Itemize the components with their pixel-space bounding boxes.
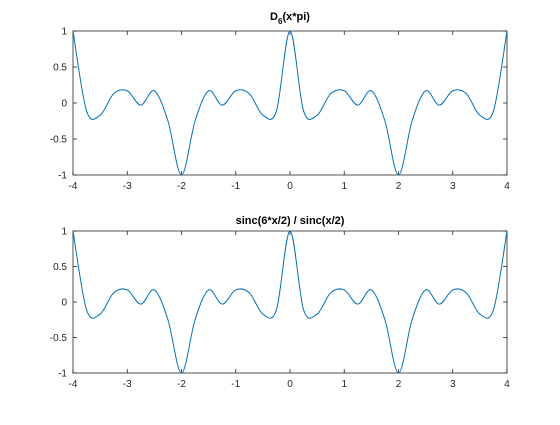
bottom-ytick-label: 0 bbox=[61, 298, 67, 309]
top-xtick-label: 4 bbox=[504, 181, 510, 192]
top-axes-ticks: -4 -3 -2 -1 0 1 2 3 4 -1 -0.5 0 0.5 1 bbox=[50, 27, 510, 193]
bottom-xtick-label: -1 bbox=[231, 379, 240, 390]
bottom-xtick-label: 0 bbox=[287, 379, 293, 390]
top-ytick-label: -0.5 bbox=[50, 135, 68, 146]
top-series-line bbox=[72, 30, 508, 176]
bottom-xtick-label: -3 bbox=[123, 379, 132, 390]
top-ytick-label: -1 bbox=[58, 171, 67, 182]
bottom-ytick-label: 0.5 bbox=[53, 262, 67, 273]
top-xtick-label: 1 bbox=[341, 181, 347, 192]
bottom-xtick-label: -2 bbox=[177, 379, 186, 390]
bottom-axes-ticks: -4 -3 -2 -1 0 1 2 3 4 -1 -0.5 0 0.5 1 bbox=[50, 227, 510, 391]
top-ytick-label: 1 bbox=[61, 27, 67, 38]
bottom-axes-box bbox=[72, 230, 508, 374]
bottom-ytick-label: -1 bbox=[58, 369, 67, 380]
bottom-axes: sinc(6*x/2) / sinc(x/2) -4 -3 -2 -1 0 1 2 3 4-1-… bbox=[50, 215, 510, 390]
bottom-xtick-label: 3 bbox=[450, 379, 456, 390]
top-axes: D6(x*pi) -4 -3 -2 -1 0 1 2 3 4 -1 -0.5 0 0.5 1 bbox=[50, 11, 510, 192]
bottom-xtick-label: -4 bbox=[69, 379, 78, 390]
bottom-chart-title: sinc(6*x/2) / sinc(x/2) bbox=[236, 215, 345, 227]
bottom-xtick-label: 4 bbox=[504, 379, 510, 390]
bottom-series-line bbox=[72, 230, 508, 374]
bottom-xtick-label: 2 bbox=[396, 379, 402, 390]
bottom-xtick-label: 1 bbox=[341, 379, 347, 390]
top-xtick-label: -4 bbox=[69, 181, 78, 192]
bottom-ytick-label: 1 bbox=[61, 227, 67, 238]
top-xtick-label: -3 bbox=[123, 181, 132, 192]
top-xtick-label: -1 bbox=[231, 181, 240, 192]
top-title-main: D bbox=[270, 11, 278, 23]
top-title-rest: (x*pi) bbox=[282, 11, 310, 23]
top-chart-title: D6(x*pi) bbox=[270, 11, 310, 26]
top-xtick-label: 0 bbox=[287, 181, 293, 192]
top-xtick-label: 3 bbox=[450, 181, 456, 192]
top-ytick-label: 0.5 bbox=[53, 63, 67, 74]
top-title-subscript: 6 bbox=[278, 17, 283, 26]
top-ytick-label: 0 bbox=[61, 99, 67, 110]
top-xtick-label: 2 bbox=[396, 181, 402, 192]
top-xtick-label: -2 bbox=[177, 181, 186, 192]
bottom-ytick-label: -0.5 bbox=[50, 333, 68, 344]
top-axes-box bbox=[72, 30, 508, 176]
